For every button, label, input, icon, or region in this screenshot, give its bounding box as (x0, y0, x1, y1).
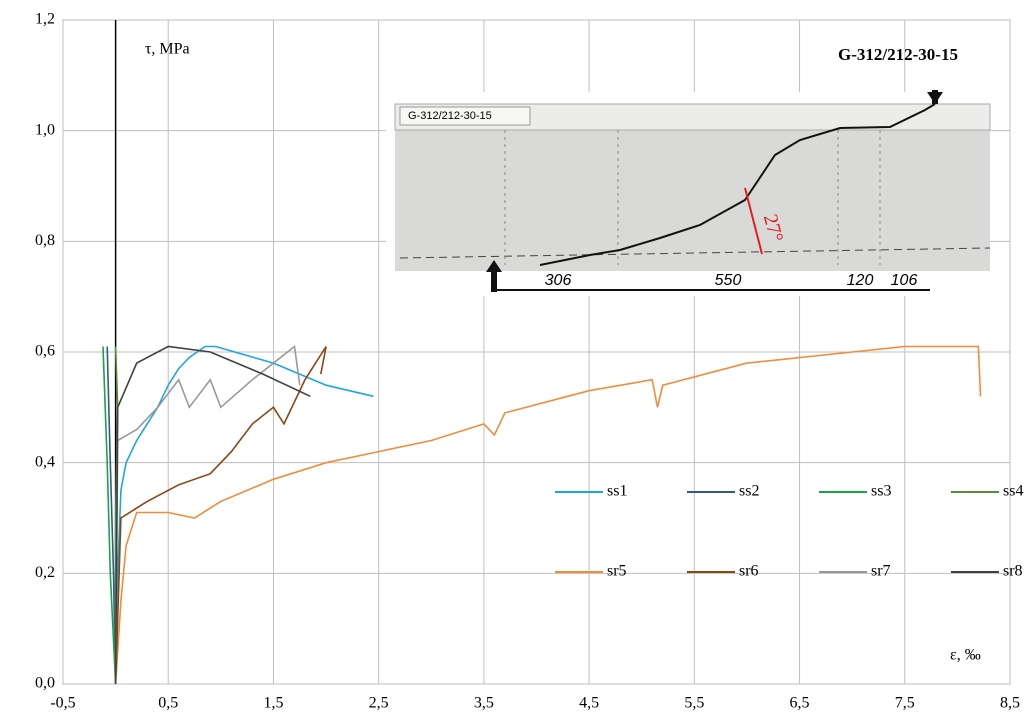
x-tick-label: 3,5 (474, 695, 494, 712)
legend: ss1 ss2 ss3 ss4 sr5 sr6 sr7 sr8 (555, 483, 1023, 580)
series-line (114, 345, 311, 685)
lines (102, 345, 982, 685)
y-tick-label: 1,0 (35, 121, 55, 138)
legend-label: sr7 (871, 563, 891, 580)
x-tick-label: 4,5 (579, 695, 599, 712)
beam (395, 126, 990, 271)
dash (399, 247, 991, 259)
y-axis-label: τ, MPa (145, 41, 190, 58)
series-line (102, 346, 117, 685)
x-tick-label: -0,5 (50, 695, 75, 712)
x-tick-label: 2,5 (369, 695, 389, 712)
load-arrow-head (927, 92, 943, 104)
y-tick-label: 1,2 (35, 11, 55, 28)
series-line (106, 346, 117, 685)
x-tick-label: 6,5 (790, 695, 810, 712)
inset-label: G-312/212-30-15 (408, 110, 492, 122)
series-line (114, 345, 982, 685)
series-line (114, 345, 374, 685)
inset-photo: G-312/212-30-15 306 550 120 106 27° (386, 90, 991, 296)
angle-line (744, 187, 763, 255)
legend-label: ss2 (739, 483, 759, 500)
legend-label: sr6 (739, 563, 759, 580)
series-line (114, 345, 301, 685)
series-line (114, 346, 327, 685)
dimension: 550 (715, 272, 742, 289)
y-tick-label: 0,4 (35, 453, 55, 470)
crack (539, 103, 936, 266)
x-tick-label: 8,5 (1000, 695, 1020, 712)
x-tick-label: 5,5 (684, 695, 704, 712)
dimension: 306 (545, 272, 572, 289)
x-tick-label: 0,5 (158, 695, 178, 712)
legend-label: sr8 (1003, 563, 1023, 580)
y-tick-label: 0,0 (35, 675, 55, 692)
x-axis-label: ε, ‰ (950, 647, 981, 664)
y-tick-label: 0,6 (35, 343, 55, 360)
legend-label: ss3 (871, 483, 891, 500)
beam-plate (399, 106, 531, 126)
dimension: 120 (847, 272, 874, 289)
support-arrow-head (486, 260, 502, 272)
legend-label: ss4 (1003, 483, 1023, 500)
y-tick-label: 0,2 (35, 564, 55, 581)
x-tick-label: 1,5 (263, 695, 283, 712)
chart-title: G-312/212-30-15 (838, 45, 958, 64)
dimension: 106 (891, 272, 918, 289)
x-tick-label: 7,5 (895, 695, 915, 712)
legend-label: ss1 (607, 483, 627, 500)
legend-label: sr5 (607, 563, 627, 580)
y-tick-label: 0,8 (35, 232, 55, 249)
